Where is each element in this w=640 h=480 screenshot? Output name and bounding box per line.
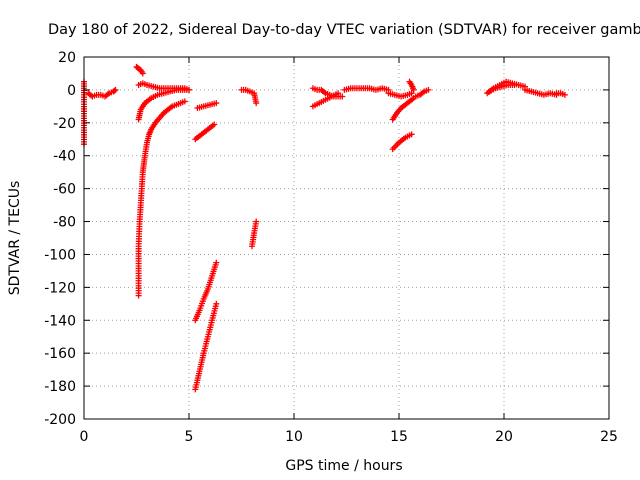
x-tick-label: 15	[390, 429, 408, 445]
y-tick-label: -180	[44, 379, 76, 395]
axis-ticks: 0 5 10 15 20 25-200-180-160-140-120-100-80-60…	[44, 50, 618, 445]
y-tick-label: 20	[58, 50, 76, 66]
data-point	[181, 98, 188, 105]
x-tick-label: 10	[285, 429, 303, 445]
chart-title: Day 180 of 2022, Sidereal Day-to-day VTE…	[48, 22, 640, 38]
plot-frame	[83, 56, 610, 420]
x-tick-label: 20	[495, 429, 513, 445]
y-tick-label: -80	[53, 215, 76, 231]
y-tick-label: -20	[53, 116, 76, 132]
data-point	[410, 86, 417, 93]
data-point	[425, 86, 432, 93]
data-point	[561, 91, 568, 98]
y-tick-label: -140	[44, 313, 76, 329]
y-tick-label: -40	[53, 149, 76, 165]
data-point	[211, 121, 218, 128]
data-point	[253, 100, 260, 107]
data-point	[213, 259, 220, 266]
data-point	[213, 300, 220, 307]
x-tick-label: 25	[600, 429, 618, 445]
data-point	[112, 86, 119, 93]
data-point	[253, 218, 260, 225]
data-point	[139, 70, 146, 77]
x-tick-label: 5	[185, 429, 194, 445]
data-points	[81, 63, 568, 393]
grid	[84, 57, 609, 419]
data-point	[186, 86, 192, 93]
y-tick-label: -60	[53, 182, 76, 198]
y-axis-label: SDTVAR / TECUs	[7, 181, 23, 296]
data-point	[335, 90, 342, 97]
x-tick-label: 0	[80, 429, 89, 445]
data-point	[408, 90, 415, 97]
y-tick-label: -160	[44, 346, 76, 362]
data-point	[213, 100, 220, 107]
y-tick-label: 0	[67, 83, 76, 99]
x-axis-label: GPS time / hours	[285, 458, 402, 474]
data-point	[408, 131, 415, 138]
data-point	[339, 93, 346, 100]
data-point	[111, 87, 118, 94]
y-tick-label: -200	[44, 412, 76, 428]
y-tick-label: -120	[44, 280, 76, 296]
data-point	[511, 81, 518, 88]
y-tick-label: -100	[44, 247, 76, 263]
